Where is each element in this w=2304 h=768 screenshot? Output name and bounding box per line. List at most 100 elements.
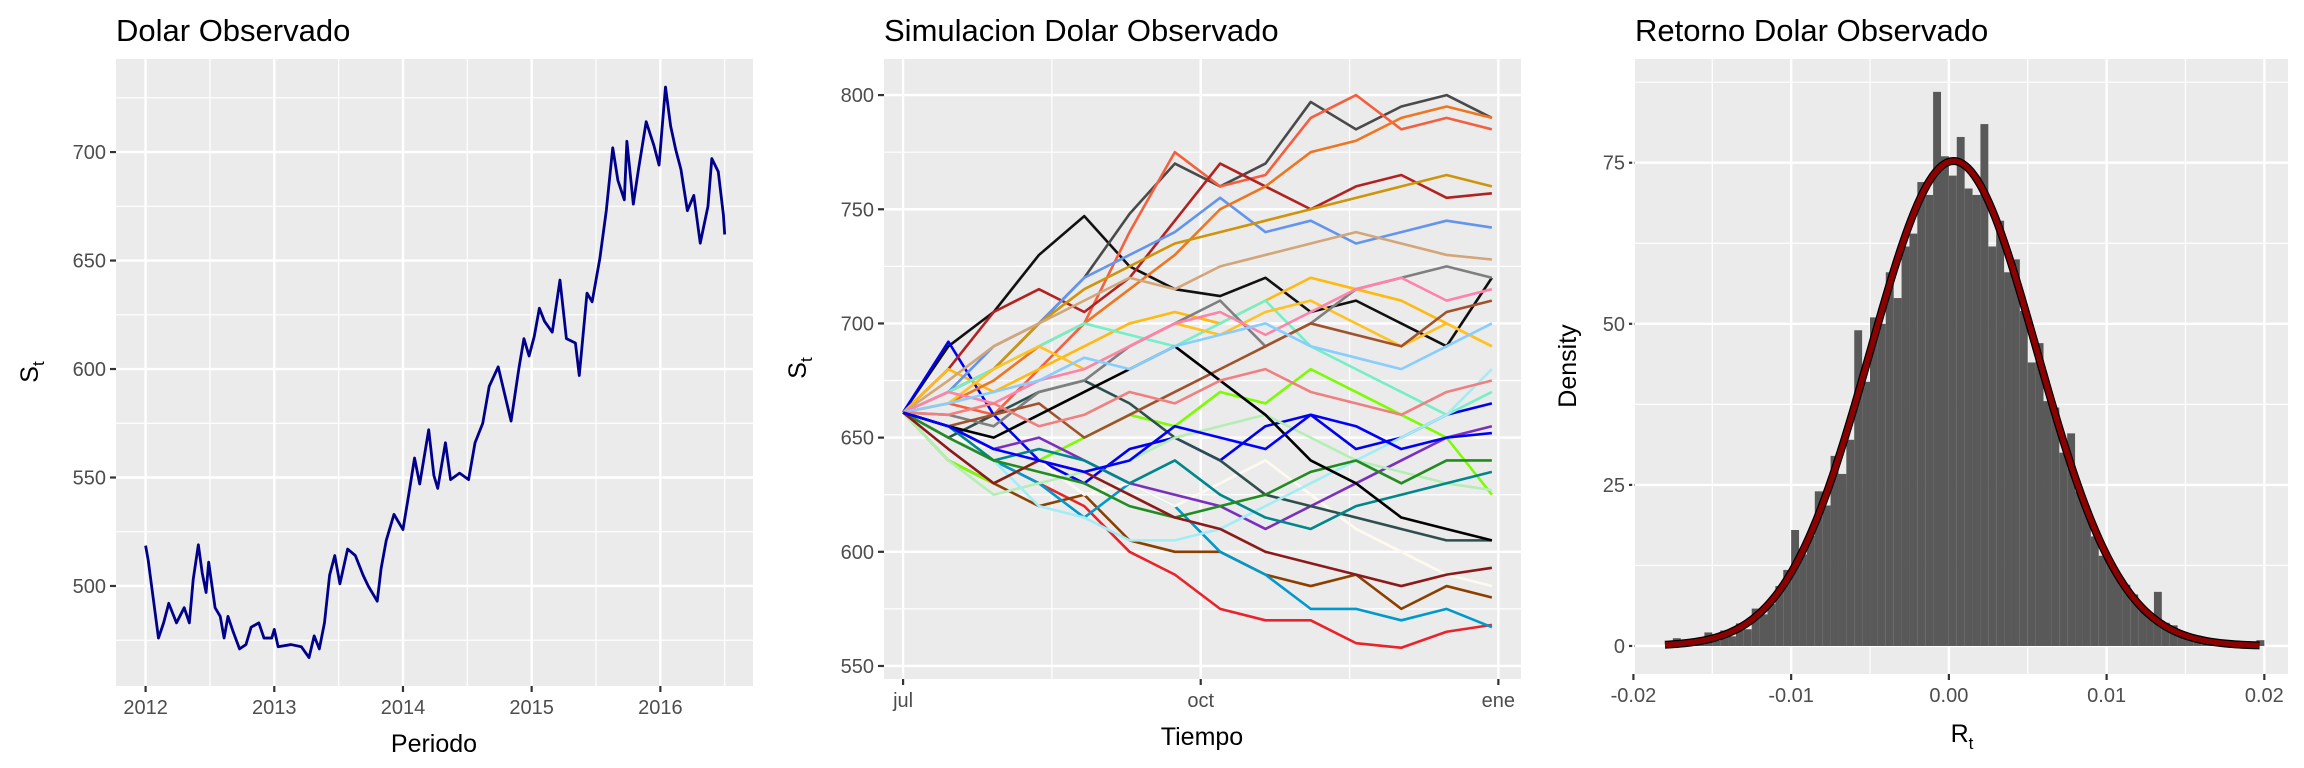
histogram-bar — [1948, 175, 1957, 646]
simulation-path-line — [902, 322, 1493, 414]
histogram-bar — [1996, 220, 2005, 646]
panel-dolar-observado: 500 550 600 650 700 2012 2013 2014 2015 2016 Dola… — [16, 13, 753, 758]
y-tick-label: 500 — [73, 576, 106, 598]
y-axis-label: St — [16, 361, 48, 383]
histogram-bar — [2185, 638, 2194, 646]
y-tick-label: 550 — [73, 468, 106, 490]
histogram-bar — [2075, 491, 2083, 646]
x-tick-label: 0.01 — [2087, 685, 2126, 707]
x-tick-label: 2014 — [381, 697, 426, 719]
panel-simulacion: 550 600 650 700 750 800 jul oct ene Simulacion D… — [784, 13, 1521, 751]
histogram-bar — [2035, 343, 2044, 646]
y-tick-label: 600 — [841, 542, 874, 564]
simulation-path-line — [902, 276, 1493, 414]
simulation-path-line — [902, 105, 1493, 414]
simulation-path-line — [902, 411, 1493, 588]
simulation-path-line — [902, 344, 1493, 542]
histogram-bar — [2098, 555, 2107, 646]
y-tick-label: 700 — [841, 313, 874, 335]
histogram-bar — [2082, 510, 2091, 646]
histogram-bar — [1940, 156, 1949, 646]
y-axis-label: Density — [1554, 324, 1582, 408]
histogram-bar — [2106, 562, 2115, 646]
simulation-path-line — [902, 411, 1493, 531]
plot-area-simulacion: 550 600 650 700 750 800 jul oct ene — [841, 59, 1521, 712]
y-tick-label: 50 — [1603, 314, 1625, 336]
y-tick-label: 700 — [73, 142, 106, 164]
histogram-bar — [1854, 330, 1863, 646]
histogram-bar — [2090, 536, 2099, 646]
y-tick-label: 0 — [1614, 636, 1625, 658]
x-tick-label: -0.01 — [1768, 685, 1814, 707]
simulation-path-line — [902, 379, 1492, 542]
chart-title: Retorno Dolar Observado — [1635, 13, 1988, 48]
y-tick-label: 650 — [841, 428, 874, 450]
normal-density-curve — [1664, 158, 2260, 649]
histogram-bar — [2043, 401, 2052, 646]
histogram-bar — [1972, 194, 1981, 646]
histogram-bar — [1735, 623, 1744, 646]
series-line-dolar-observado — [144, 85, 727, 659]
y-tick-label: 75 — [1603, 153, 1625, 175]
simulation-path-line — [902, 411, 1493, 611]
histogram-bar — [1830, 455, 1839, 646]
x-tick-label: ene — [1482, 690, 1515, 712]
histogram-bar — [1822, 505, 1831, 646]
histogram-bar — [1767, 604, 1776, 646]
plot-area-dolar-observado: 500 550 600 650 700 2012 2013 2014 2015 2016 — [73, 59, 753, 719]
histogram-bar — [1901, 246, 1910, 646]
x-tick-label: 2012 — [123, 697, 168, 719]
x-tick-label: 2016 — [638, 697, 683, 719]
x-tick-label: jul — [892, 690, 913, 712]
y-tick-label: 650 — [73, 251, 106, 273]
panel-background — [116, 59, 753, 686]
histogram-bar — [2004, 272, 2012, 646]
histogram-bar — [1877, 323, 1886, 646]
histogram-bar — [2138, 606, 2147, 646]
histogram-bar — [1980, 124, 1989, 646]
histogram-bar — [1806, 535, 1815, 646]
x-tick-label: 0.00 — [1929, 685, 1968, 707]
y-axis-label-subscript: t — [29, 361, 48, 366]
histogram-bar — [1814, 491, 1823, 646]
histogram-bar — [1846, 439, 1855, 646]
plot-area-retorno: 0 25 50 75 -0.02 -0.01 0.00 0.01 0.02 — [1603, 59, 2288, 707]
simulation-path-line — [902, 411, 1493, 531]
x-tick-label: 2013 — [252, 697, 297, 719]
histogram-bar — [2114, 575, 2123, 646]
x-tick-label: oct — [1187, 690, 1214, 712]
histogram-bar — [1791, 529, 1800, 646]
histogram-bar — [1862, 381, 1871, 646]
histogram-bar — [1759, 614, 1768, 646]
histogram-bar — [1909, 233, 1918, 646]
simulation-path-line — [902, 230, 1493, 414]
simulation-path-line — [902, 411, 1492, 519]
y-tick-label: 550 — [841, 656, 874, 678]
y-tick-label: 750 — [841, 199, 874, 221]
x-tick-label: 0.02 — [2245, 685, 2284, 707]
histogram-bar — [1917, 182, 1926, 646]
histogram-bar — [1799, 554, 1807, 646]
histogram-bar — [2059, 452, 2068, 646]
simulation-path-line — [903, 367, 1493, 428]
histogram-bar — [2051, 407, 2060, 646]
histogram-bar — [2122, 584, 2131, 646]
histogram-bar — [1870, 317, 1878, 646]
histogram-bar — [2146, 616, 2154, 646]
histogram-bar — [2169, 625, 2178, 646]
y-axis-label-subscript: t — [797, 357, 816, 362]
simulation-path-line — [902, 299, 1493, 414]
histogram-bar — [2256, 640, 2265, 646]
x-axis-label: Rt — [1951, 720, 1974, 753]
x-axis-label: Periodo — [391, 730, 477, 758]
histogram-bar — [1988, 246, 1997, 646]
y-tick-label: 25 — [1603, 475, 1625, 497]
panel-retorno: 0 25 50 75 -0.02 -0.01 0.00 0.01 0.02 Retorno Do… — [1554, 13, 2288, 753]
histogram-bar — [1925, 194, 1934, 646]
histogram-bar — [2067, 433, 2076, 646]
histogram-bar — [1712, 640, 1721, 646]
histogram-bar — [1838, 473, 1847, 646]
y-tick-label: 800 — [841, 85, 874, 107]
histogram-bar — [1956, 136, 1965, 646]
